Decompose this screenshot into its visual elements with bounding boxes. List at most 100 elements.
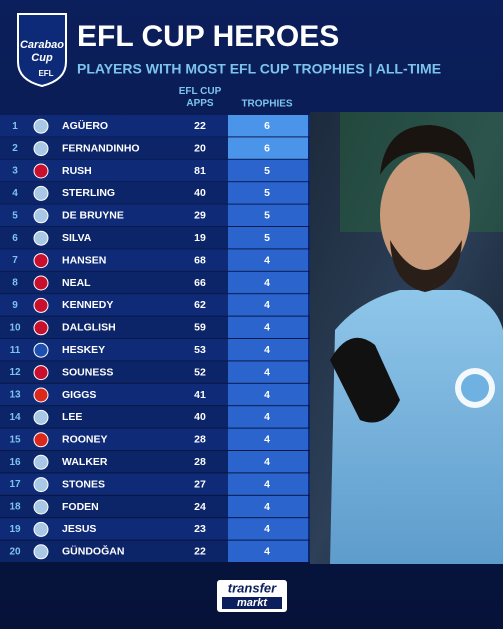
club-crest (33, 275, 49, 291)
rank: 4 (12, 188, 18, 199)
rank: 13 (9, 390, 21, 401)
player-name: FERNANDINHO (62, 142, 140, 154)
trophies: 4 (264, 456, 270, 468)
trophies: 4 (264, 366, 270, 378)
trophies: 5 (264, 210, 270, 222)
player-name: FODEN (62, 501, 99, 513)
carabao-cup-logo: Carabao Cup EFL (17, 13, 67, 88)
rank: 5 (12, 210, 18, 221)
trophies: 5 (264, 187, 270, 199)
player-name: DALGLISH (62, 322, 116, 334)
player-name: HANSEN (62, 254, 106, 266)
column-header: EFL CUP APPS (179, 86, 222, 109)
rank: 1 (12, 121, 18, 132)
apps: 81 (194, 165, 206, 177)
rank: 16 (9, 457, 21, 468)
club-crest (33, 499, 49, 515)
rank: 3 (12, 166, 18, 177)
rank: 11 (10, 345, 21, 356)
trophies: 4 (264, 277, 270, 289)
apps: 29 (194, 210, 206, 222)
club-crest (33, 544, 49, 560)
trophies: 4 (264, 299, 270, 311)
trophies: 4 (264, 523, 270, 535)
logo-text: Cup (31, 52, 53, 64)
rank: 6 (12, 233, 18, 244)
apps: 23 (194, 523, 206, 535)
rank: 20 (9, 546, 21, 557)
trophies: 6 (264, 142, 270, 154)
trophies-cell (228, 294, 308, 316)
club-crest (33, 208, 49, 224)
player-name: KENNEDY (62, 299, 113, 311)
club-crest (33, 230, 49, 246)
trophies-cell (228, 361, 308, 383)
club-crest (33, 521, 49, 537)
player-name: LEE (62, 411, 82, 423)
rank: 14 (9, 412, 21, 423)
rank: 12 (9, 367, 21, 378)
apps: 40 (194, 411, 206, 423)
trophies: 5 (264, 232, 270, 244)
trophies-cell (228, 518, 308, 540)
apps: 40 (194, 187, 206, 199)
apps: 41 (194, 389, 206, 401)
trophies-cell (228, 540, 308, 562)
player-name: NEAL (62, 277, 91, 289)
trophies-cell (228, 428, 308, 450)
apps: 68 (194, 254, 206, 266)
player-name: ROONEY (62, 434, 108, 446)
player-name: AGÜERO (62, 119, 108, 132)
trophies-cell (228, 339, 308, 361)
apps: 28 (194, 434, 206, 446)
player-name: STERLING (62, 187, 115, 199)
rank: 2 (12, 143, 18, 154)
apps: 27 (194, 478, 206, 490)
club-crest (33, 320, 49, 336)
player-name: STONES (62, 478, 105, 490)
apps: 59 (194, 322, 206, 334)
apps: 52 (194, 366, 206, 378)
player-name: JESUS (62, 523, 96, 535)
transfermarkt-logo: transfer markt (217, 580, 287, 612)
rank: 18 (9, 502, 21, 513)
rank: 15 (9, 434, 21, 445)
trophies: 4 (264, 322, 270, 334)
player-name: SOUNESS (62, 366, 113, 378)
trophies-cell (228, 137, 308, 159)
player-name: DE BRUYNE (62, 210, 124, 222)
club-crest (33, 387, 49, 403)
club-crest (33, 297, 49, 313)
club-crest (33, 432, 49, 448)
player-photo (310, 112, 503, 564)
trophies: 6 (264, 120, 270, 132)
rank: 7 (12, 255, 18, 266)
trophies: 4 (264, 411, 270, 423)
apps: 62 (194, 299, 206, 311)
rank: 9 (12, 300, 18, 311)
rank: 19 (9, 524, 21, 535)
club-crest (33, 141, 49, 157)
apps: 28 (194, 456, 206, 468)
logo-badge: EFL (38, 69, 53, 78)
trophies: 4 (264, 434, 270, 446)
logo-text: Carabao (20, 39, 64, 51)
club-crest (33, 365, 49, 381)
trophies-cell (228, 204, 308, 226)
apps: 22 (194, 546, 206, 558)
trophies-cell (228, 182, 308, 204)
trophies-cell (228, 115, 308, 137)
club-crest (33, 185, 49, 201)
apps: 19 (194, 232, 206, 244)
club-crest (33, 118, 49, 134)
player-name: SILVA (62, 232, 92, 244)
club-crest (33, 477, 49, 493)
apps: 24 (194, 501, 206, 513)
club-crest (33, 454, 49, 470)
rank: 8 (12, 278, 18, 289)
trophies: 4 (264, 344, 270, 356)
player-name: GÜNDOĞAN (62, 545, 124, 558)
